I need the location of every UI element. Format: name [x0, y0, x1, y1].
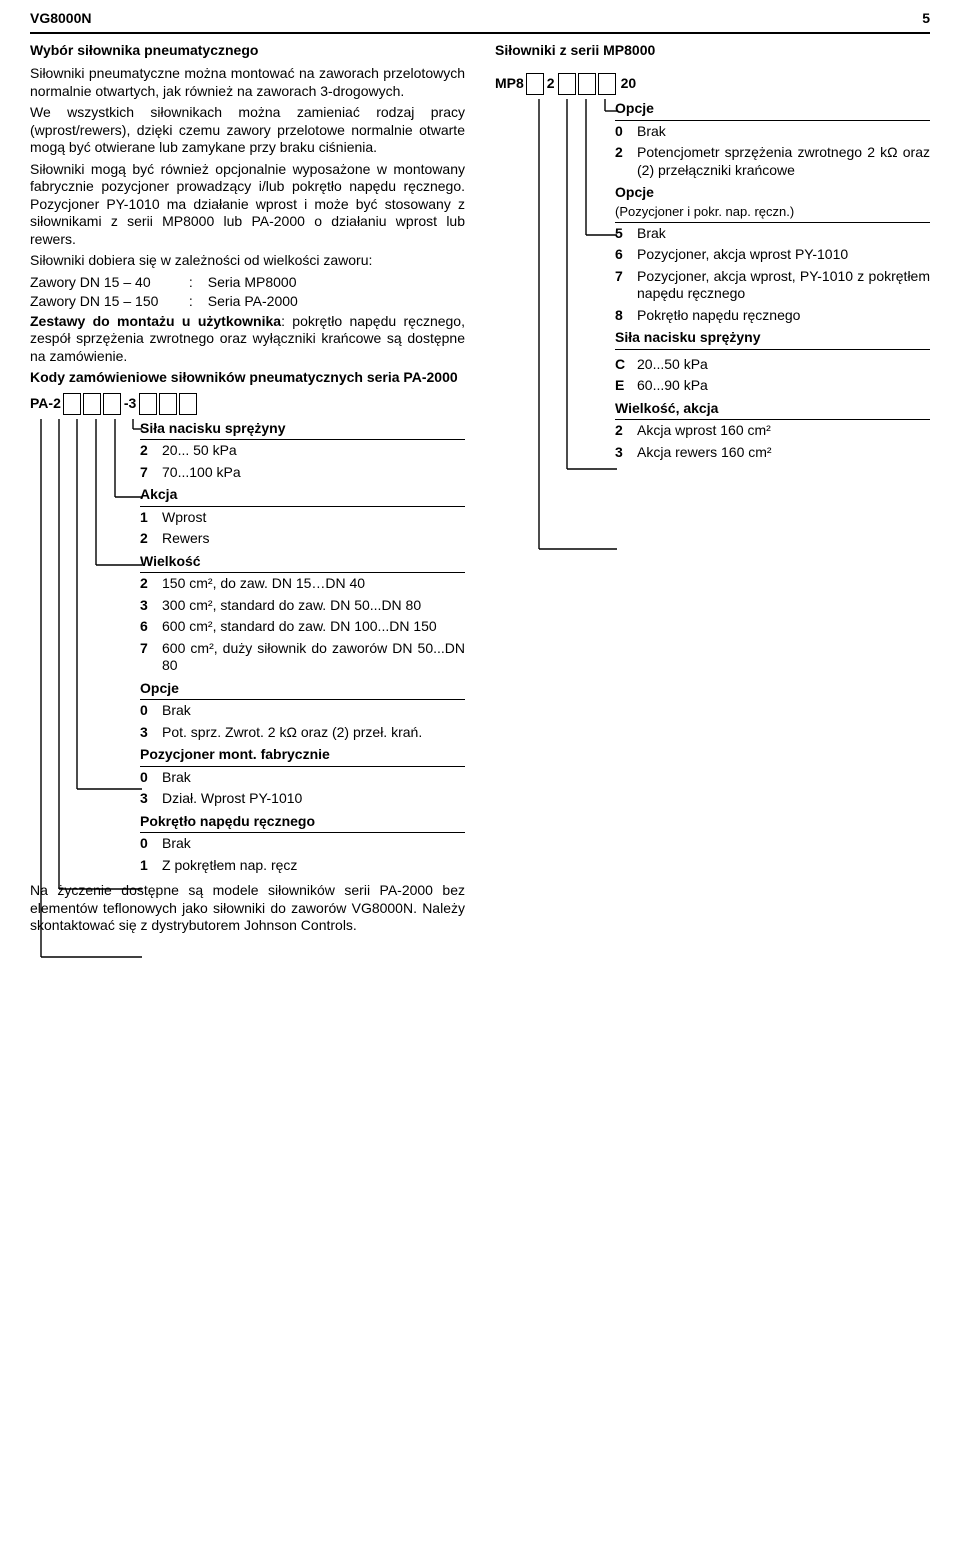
model-label: VG8000N — [30, 10, 91, 28]
spec-row: 0Brak — [140, 833, 465, 855]
spec-row: 0Brak — [140, 767, 465, 789]
code-mid: -3 — [124, 395, 136, 413]
spec-row: 1Z pokrętłem nap. ręcz — [140, 855, 465, 877]
paragraph: Siłowniki pneumatyczne można montować na… — [30, 65, 465, 100]
spec-header: Wielkość, akcja — [615, 399, 930, 421]
spec-group: Siła nacisku sprężyny 220... 50 kPa 770.… — [140, 419, 465, 484]
code-box — [558, 73, 576, 95]
left-column: Wybór siłownika pneumatycznego Siłowniki… — [30, 42, 465, 935]
tree-lines-svg — [30, 419, 150, 1139]
spec-header: Opcje — [615, 183, 930, 204]
spec-row: 220... 50 kPa — [140, 440, 465, 462]
spec-group: Akcja 1Wprost 2Rewers — [140, 485, 465, 550]
code-prefix: MP8 — [495, 75, 524, 93]
code-box — [83, 393, 101, 415]
series-range: Zawory DN 15 – 150 — [30, 293, 185, 311]
pa2000-tree: Siła nacisku sprężyny 220... 50 kPa 770.… — [30, 419, 465, 877]
code-prefix: PA-2 — [30, 395, 61, 413]
code-box — [578, 73, 596, 95]
spec-group: Pozycjoner mont. fabrycznie 0Brak 3Dział… — [140, 745, 465, 810]
spec-group: Wielkość, akcja 2Akcja wprost 160 cm² 3A… — [615, 399, 930, 464]
spec-row: 6Pozycjoner, akcja wprost PY-1010 — [615, 244, 930, 266]
spec-group: Wielkość 2150 cm², do zaw. DN 15…DN 40 3… — [140, 552, 465, 677]
spec-row: 8Pokrętło napędu ręcznego — [615, 305, 930, 327]
page-number: 5 — [922, 10, 930, 28]
spec-group: Opcje (Pozycjoner i pokr. nap. ręczn.) 5… — [615, 183, 930, 326]
spec-row: 3Akcja rewers 160 cm² — [615, 442, 930, 464]
spec-row: 2Potencjometr sprzężenia zwrotnego 2 kΩ … — [615, 142, 930, 181]
spec-row: 0Brak — [140, 700, 465, 722]
spec-row: 7Pozycjoner, akcja wprost, PY-1010 z pok… — [615, 266, 930, 305]
mp8000-tree: Opcje 0Brak 2Potencjometr sprzężenia zwr… — [495, 99, 930, 463]
series-row: Zawory DN 15 – 150 : Seria PA-2000 — [30, 293, 465, 311]
footer-paragraph: Na życzenie dostępne są modele siłownikó… — [30, 882, 465, 935]
spec-row: 5Brak — [615, 223, 930, 245]
spec-row: 6600 cm², standard do zaw. DN 100...DN 1… — [140, 616, 465, 638]
series-range: Zawory DN 15 – 40 — [30, 274, 185, 292]
spec-row: 2150 cm², do zaw. DN 15…DN 40 — [140, 573, 465, 595]
spec-group: Pokrętło napędu ręcznego 0Brak 1Z pokręt… — [140, 812, 465, 877]
right-title: Siłowniki z serii MP8000 — [495, 42, 930, 60]
spec-subheader: (Pozycjoner i pokr. nap. ręczn.) — [615, 204, 930, 223]
pa2000-code-row: PA-2 -3 — [30, 393, 465, 415]
spec-group: Opcje 0Brak 2Potencjometr sprzężenia zwr… — [615, 99, 930, 181]
code-box — [526, 73, 544, 95]
series-row: Zawory DN 15 – 40 : Seria MP8000 — [30, 274, 465, 292]
left-title: Wybór siłownika pneumatycznego — [30, 42, 465, 60]
code-suffix: 20 — [621, 75, 637, 93]
spec-group: Siła nacisku sprężyny C20...50 kPa E60..… — [615, 328, 930, 397]
code-box — [179, 393, 197, 415]
spec-header: Pozycjoner mont. fabrycznie — [140, 745, 465, 767]
paragraph: Siłowniki mogą być również opcjonalnie w… — [30, 161, 465, 249]
spec-header: Opcje — [140, 679, 465, 701]
series-name: Seria MP8000 — [208, 274, 297, 290]
spec-group: Opcje 0Brak 3Pot. sprz. Zwrot. 2 kΩ oraz… — [140, 679, 465, 744]
paragraph: Siłowniki dobiera się w zależności od wi… — [30, 252, 465, 270]
spec-row: E60...90 kPa — [615, 375, 930, 397]
paragraph: We wszystkich siłownikach można zamienia… — [30, 104, 465, 157]
code-box — [159, 393, 177, 415]
page-header: VG8000N 5 — [30, 10, 930, 34]
spec-header: Siła nacisku sprężyny — [615, 328, 930, 350]
spec-row: 3Dział. Wprost PY-1010 — [140, 788, 465, 810]
spec-header: Akcja — [140, 485, 465, 507]
right-column: Siłowniki z serii MP8000 MP8 2 20 Opcje — [495, 42, 930, 935]
spec-row: 2Rewers — [140, 528, 465, 550]
two-column-layout: Wybór siłownika pneumatycznego Siłowniki… — [30, 42, 930, 935]
code-mid: 2 — [547, 75, 555, 93]
spec-row: 1Wprost — [140, 507, 465, 529]
spec-header: Siła nacisku sprężyny — [140, 419, 465, 441]
spec-row: 3300 cm², standard do zaw. DN 50...DN 80 — [140, 595, 465, 617]
spec-row: 3Pot. sprz. Zwrot. 2 kΩ oraz (2) przeł. … — [140, 722, 465, 744]
code-box — [598, 73, 616, 95]
code-box — [103, 393, 121, 415]
spec-row: 0Brak — [615, 121, 930, 143]
spec-header: Pokrętło napędu ręcznego — [140, 812, 465, 834]
bold-lead: Zestawy do montażu u użytkownika — [30, 313, 281, 329]
code-box — [63, 393, 81, 415]
spec-row: C20...50 kPa — [615, 354, 930, 376]
series-name: Seria PA-2000 — [208, 293, 298, 309]
order-codes-title: Kody zamówieniowe siłowników pneumatyczn… — [30, 369, 465, 387]
spec-header: Wielkość — [140, 552, 465, 574]
paragraph: Zestawy do montażu u użytkownika: pokręt… — [30, 313, 465, 366]
spec-row: 2Akcja wprost 160 cm² — [615, 420, 930, 442]
spec-row: 7600 cm², duży siłownik do zaworów DN 50… — [140, 638, 465, 677]
code-box — [139, 393, 157, 415]
mp8000-code-row: MP8 2 20 — [495, 73, 930, 95]
spec-row: 770...100 kPa — [140, 462, 465, 484]
spec-header: Opcje — [615, 99, 930, 121]
tree-lines-svg — [495, 99, 625, 659]
